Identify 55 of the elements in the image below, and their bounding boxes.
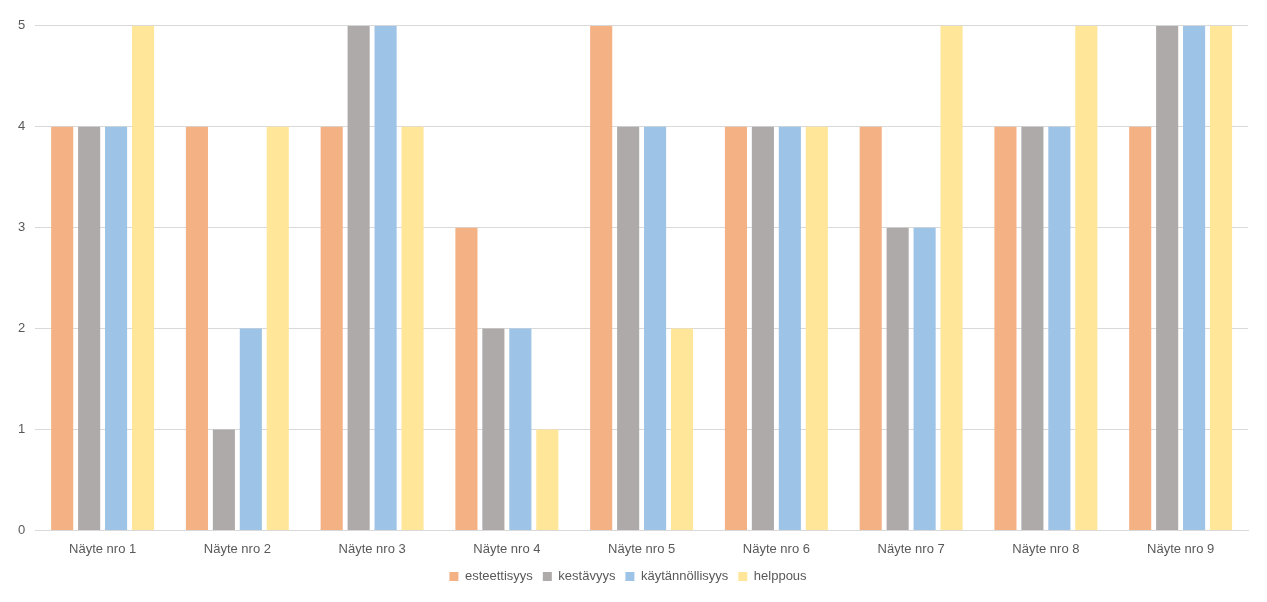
legend-label: helppous xyxy=(753,568,808,584)
bar xyxy=(590,25,613,530)
bar xyxy=(1156,25,1179,530)
bar xyxy=(1021,126,1044,530)
bar xyxy=(859,126,882,530)
x-tick-label: Näyte nro 6 xyxy=(742,540,810,556)
y-tick-label: 3 xyxy=(18,219,26,235)
x-tick-label: Näyte nro 4 xyxy=(473,540,541,556)
bar xyxy=(751,126,774,530)
bar xyxy=(1129,126,1152,530)
bar xyxy=(940,25,963,530)
y-tick-label: 1 xyxy=(18,421,26,437)
bar xyxy=(347,25,370,530)
x-tick-label: Näyte nro 8 xyxy=(1012,540,1080,556)
bar xyxy=(724,126,747,530)
bar xyxy=(185,126,208,530)
x-tick-label: Näyte nro 7 xyxy=(877,540,945,556)
bar xyxy=(1210,25,1233,530)
bar xyxy=(778,126,801,530)
bar xyxy=(212,429,235,530)
bar xyxy=(644,126,667,530)
bar xyxy=(509,328,532,530)
legend-label: esteettisyys xyxy=(464,568,534,584)
x-tick-label: Näyte nro 1 xyxy=(69,540,137,556)
y-tick-label: 0 xyxy=(18,521,26,537)
x-tick-label: Näyte nro 5 xyxy=(608,540,676,556)
x-tick-label: Näyte nro 9 xyxy=(1147,540,1215,556)
y-tick-label: 4 xyxy=(18,118,26,134)
bar xyxy=(1075,25,1098,530)
bar xyxy=(617,126,640,530)
bar xyxy=(105,126,128,530)
bar xyxy=(536,429,559,530)
legend-label: käytännöllisyys xyxy=(640,568,729,584)
bar xyxy=(401,126,424,530)
bar xyxy=(455,227,478,530)
bar xyxy=(320,126,343,530)
bar xyxy=(670,328,694,530)
bar xyxy=(482,328,505,530)
bar xyxy=(805,126,828,530)
bar xyxy=(78,126,101,530)
bar xyxy=(374,25,397,530)
y-tick-label: 2 xyxy=(18,320,26,336)
bar xyxy=(886,227,909,530)
x-tick-label: Näyte nro 3 xyxy=(338,540,406,556)
x-tick-label: Näyte nro 2 xyxy=(203,540,271,556)
bar xyxy=(239,328,262,530)
bar xyxy=(51,126,74,530)
bar xyxy=(994,126,1017,530)
legend-label: kestävyys xyxy=(558,568,616,584)
bar xyxy=(913,227,936,530)
bar xyxy=(266,126,289,530)
bar xyxy=(1048,126,1071,530)
bar xyxy=(1183,25,1206,530)
bar xyxy=(131,25,155,530)
y-tick-label: 5 xyxy=(18,17,26,33)
